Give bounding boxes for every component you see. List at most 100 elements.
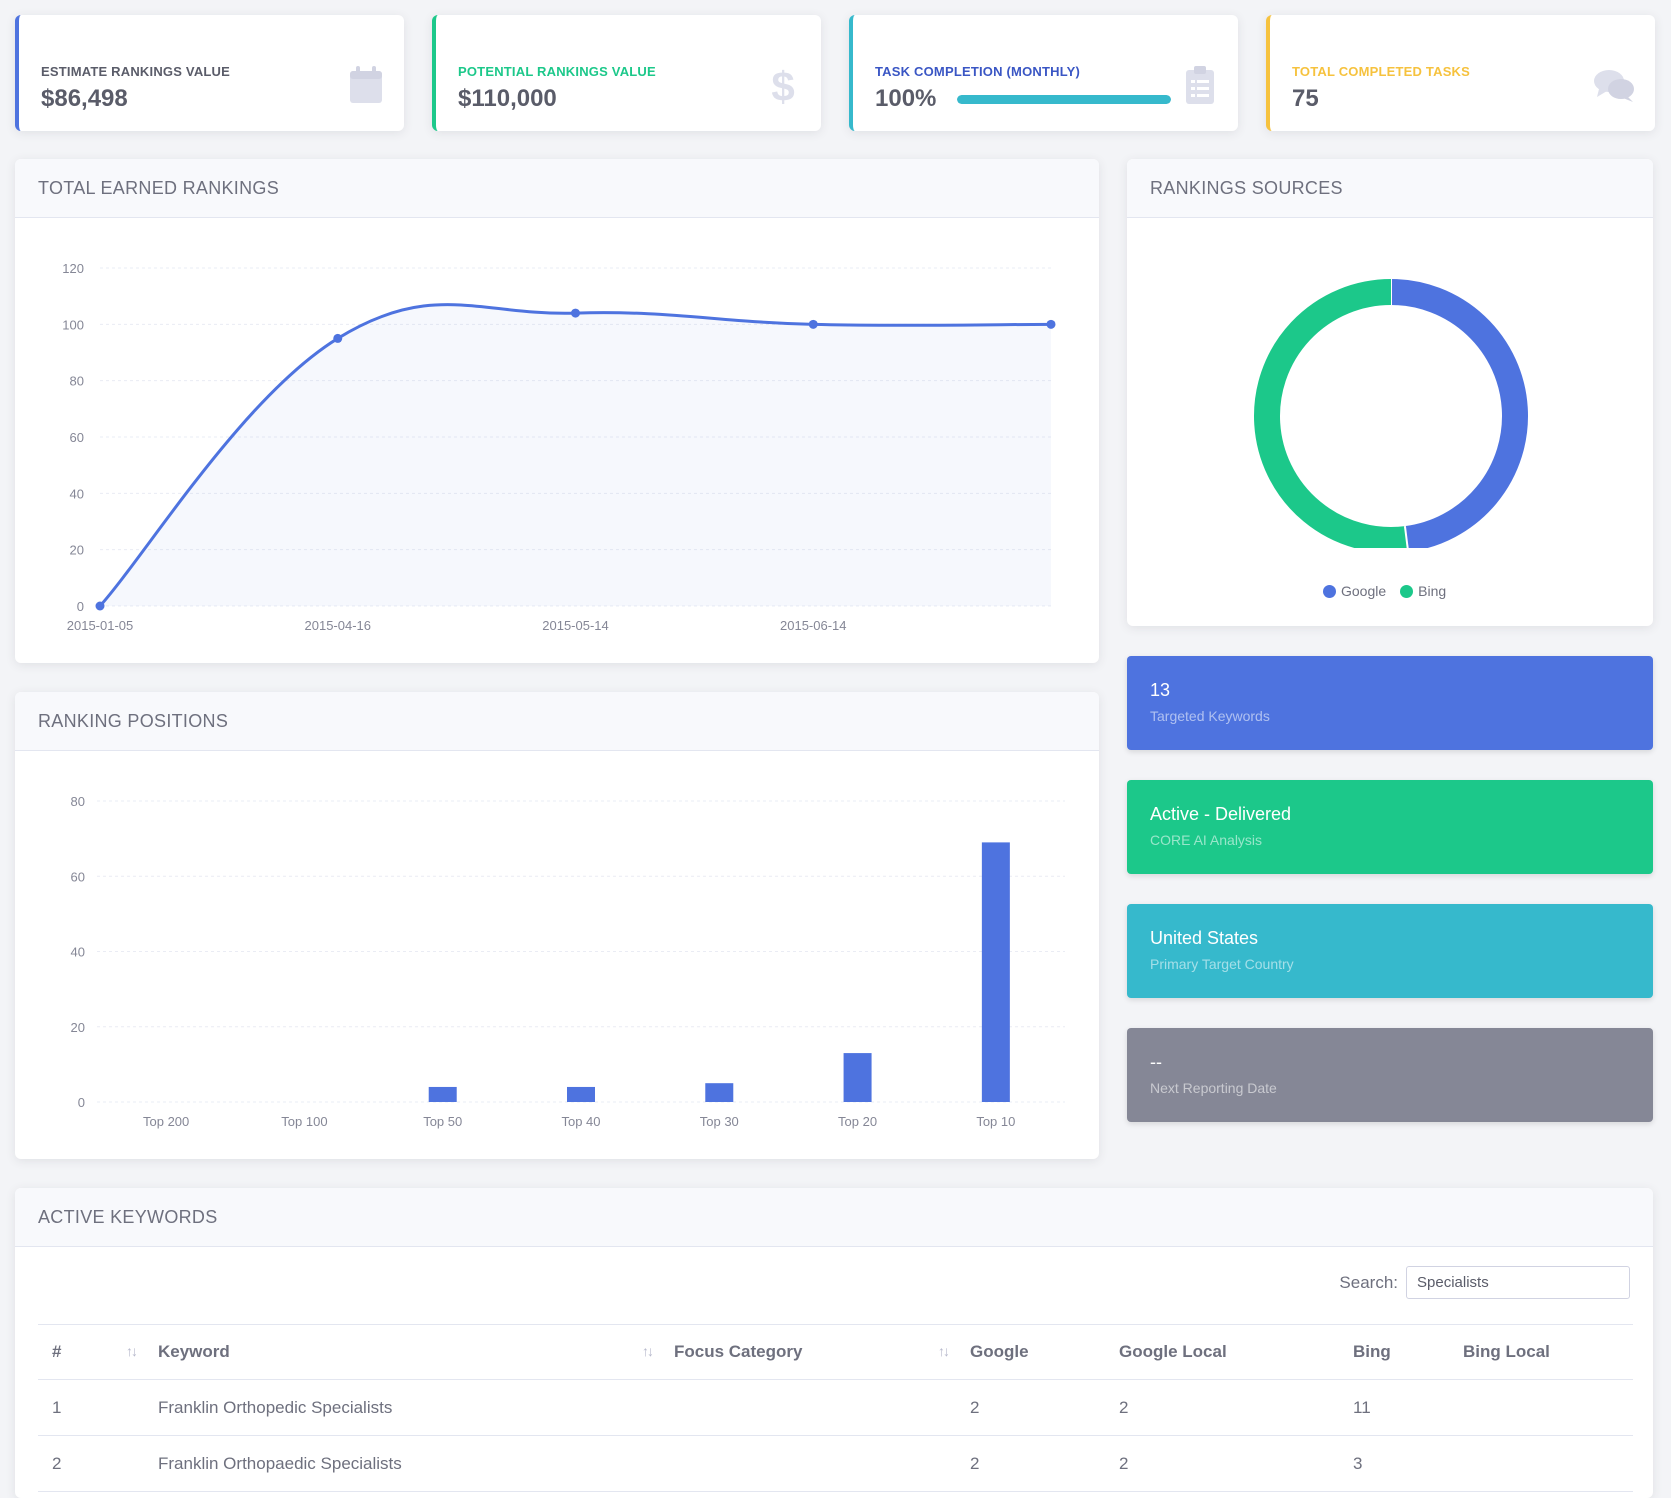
sort-icon[interactable]: ↑↓ — [642, 1343, 654, 1359]
dollar-icon: $ — [771, 65, 794, 105]
x-tick-label: Top 100 — [281, 1114, 327, 1129]
panel-title: ACTIVE KEYWORDS — [15, 1188, 1653, 1247]
tile-caption: Targeted Keywords — [1150, 708, 1270, 724]
x-tick-label: 2015-04-16 — [305, 618, 372, 633]
legend-label: Google — [1341, 583, 1387, 599]
clipboard-list-icon — [1186, 66, 1214, 104]
table-search: Search: — [1339, 1266, 1630, 1299]
column-header-google-local[interactable]: Google Local — [1105, 1324, 1339, 1380]
stat-value: 75 — [1292, 85, 1319, 112]
column-header-bing[interactable]: Bing — [1339, 1324, 1449, 1380]
y-tick-label: 80 — [71, 794, 85, 809]
data-point — [95, 601, 105, 611]
tile-next-reporting-date: -- Next Reporting Date — [1127, 1028, 1653, 1122]
stat-label: Estimate Rankings Value — [41, 64, 231, 79]
sources-legend: Google Bing — [1323, 583, 1446, 599]
active-keywords-panel: ACTIVE KEYWORDS Search: #↑↓ Keyword↑↓ Fo… — [15, 1188, 1653, 1498]
cell-bing: 11 — [1339, 1379, 1449, 1436]
panel-title: RANKINGS SOURCES — [1127, 159, 1653, 218]
tile-value: Active - Delivered — [1150, 804, 1292, 824]
cell-bing-local — [1449, 1379, 1633, 1436]
y-tick-label: 60 — [70, 430, 84, 445]
cell-keyword: Franklin Orthopaedic Specialists — [144, 1435, 660, 1492]
sort-icon[interactable]: ↑↓ — [126, 1343, 138, 1359]
search-label: Search: — [1339, 1272, 1398, 1292]
legend-dot — [1323, 585, 1336, 598]
cell-bing-local — [1449, 1435, 1633, 1492]
data-point — [571, 308, 580, 318]
panel-title: TOTAL EARNED RANKINGS — [15, 159, 1099, 218]
search-input[interactable] — [1406, 1266, 1630, 1299]
table-row[interactable]: 1 Franklin Orthopedic Specialists 2 2 11 — [38, 1379, 1633, 1436]
x-tick-label: Top 30 — [700, 1114, 739, 1129]
column-header-number[interactable]: # ↑↓ — [38, 1324, 144, 1380]
legend-item-google[interactable]: Google — [1323, 583, 1386, 599]
cell-number: 1 — [38, 1379, 144, 1436]
cell-google-local: 2 — [1105, 1435, 1339, 1492]
legend-dot — [1400, 585, 1414, 598]
bar — [567, 1086, 595, 1102]
stat-label: Task Completion (Monthly) — [875, 64, 1081, 79]
slice-separator — [1403, 525, 1410, 553]
bar — [428, 1086, 457, 1102]
stat-card-estimate: Estimate Rankings Value $86,498 — [15, 15, 404, 131]
task-progress-bar — [957, 95, 1171, 104]
column-header-keyword[interactable]: Keyword ↑↓ — [144, 1324, 660, 1380]
ranking-positions-chart: 0 20 40 60 80 Top 200 Top 100 Top 50 Top 40 Top 3… — [71, 794, 1065, 1129]
rankings-sources-panel: RANKINGS SOURCES — [1127, 159, 1653, 626]
data-point — [1046, 319, 1056, 329]
legend-item-bing[interactable]: Bing — [1400, 583, 1446, 599]
panel-title: RANKING POSITIONS — [15, 692, 1099, 751]
y-tick-label: 80 — [70, 374, 84, 389]
table-row[interactable]: 2 Franklin Orthopaedic Specialists 2 2 3 — [38, 1435, 1633, 1492]
rankings-sources-chart — [1254, 279, 1528, 553]
y-tick-label: 100 — [62, 317, 84, 332]
stat-card-task-completion: Task Completion (Monthly) 100% — [849, 15, 1238, 131]
cell-google: 2 — [956, 1379, 1105, 1436]
x-tick-label: Top 20 — [838, 1114, 877, 1129]
column-header-google[interactable]: Google — [956, 1324, 1105, 1380]
column-header-bing-local[interactable]: Bing Local — [1449, 1324, 1633, 1380]
tile-caption: Next Reporting Date — [1150, 1080, 1277, 1096]
x-tick-label: Top 50 — [423, 1114, 462, 1129]
y-tick-label: 60 — [71, 869, 85, 884]
bar — [981, 842, 1010, 1102]
y-tick-label: 40 — [71, 945, 85, 960]
table-header-row: # ↑↓ Keyword ↑↓ Focus Category ↑↓ Google Go… — [38, 1324, 1633, 1380]
stat-card-completed-tasks: Total Completed Tasks 75 — [1266, 15, 1655, 131]
y-tick-label: 0 — [78, 1095, 85, 1110]
data-point — [808, 319, 818, 329]
cell-focus-category — [660, 1435, 956, 1492]
x-tick-label: 2015-06-14 — [780, 618, 847, 633]
legend-label: Bing — [1418, 583, 1447, 599]
column-header-focus-category[interactable]: Focus Category ↑↓ — [660, 1324, 956, 1380]
area-fill — [100, 304, 1051, 606]
ranking-positions-panel: RANKING POSITIONS 0 20 40 60 80 Top 200 Top 10… — [15, 692, 1099, 1159]
earned-rankings-panel: TOTAL EARNED RANKINGS 0 20 40 60 80 100 120 201… — [15, 159, 1099, 663]
x-tick-label: Top 10 — [976, 1114, 1015, 1129]
tile-value: United States — [1150, 928, 1259, 948]
comments-icon — [1594, 70, 1634, 102]
tile-caption: CORE AI Analysis — [1150, 832, 1263, 848]
cell-focus-category — [660, 1379, 956, 1436]
x-tick-label: Top 200 — [143, 1114, 189, 1129]
sort-icon[interactable]: ↑↓ — [938, 1343, 950, 1359]
svg-text:$: $ — [771, 65, 794, 105]
y-tick-label: 0 — [77, 599, 84, 614]
tile-value: 13 — [1150, 680, 1171, 700]
keywords-table: # ↑↓ Keyword ↑↓ Focus Category ↑↓ Google Go… — [38, 1324, 1633, 1492]
cell-number: 2 — [38, 1435, 144, 1492]
x-tick-label: Top 40 — [561, 1114, 600, 1129]
tile-target-country: United States Primary Target Country — [1127, 904, 1653, 998]
donut-slice — [1390, 279, 1528, 552]
stat-card-potential: Potential Rankings Value $110,000 $ — [432, 15, 821, 131]
x-tick-label: 2015-05-14 — [542, 618, 609, 633]
task-progress-fill — [957, 95, 1171, 104]
stat-label: Potential Rankings Value — [458, 64, 656, 79]
bar — [843, 1053, 872, 1102]
cell-bing: 3 — [1339, 1435, 1449, 1492]
cell-google-local: 2 — [1105, 1379, 1339, 1436]
tile-core-analysis: Active - Delivered CORE AI Analysis — [1127, 780, 1653, 874]
donut-slice — [1254, 279, 1409, 553]
y-tick-label: 20 — [70, 543, 84, 558]
